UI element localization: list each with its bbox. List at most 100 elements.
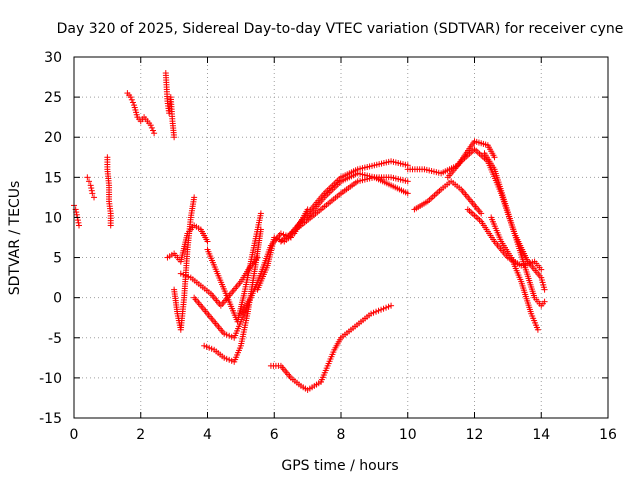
data-point — [273, 235, 280, 242]
data-point — [221, 330, 228, 337]
data-point — [221, 354, 228, 361]
x-tick-label: 10 — [399, 427, 417, 443]
data-point — [538, 266, 545, 273]
grid — [74, 57, 608, 418]
chart-title: Day 320 of 2025, Sidereal Day-to-day VTE… — [57, 21, 624, 37]
x-tick-label: 4 — [203, 427, 212, 443]
data-point — [87, 182, 94, 189]
data-point — [378, 306, 385, 313]
series-arc-11.2h — [444, 146, 548, 293]
data-point — [185, 273, 192, 280]
series-early-arc-1 — [71, 202, 83, 229]
data-point — [280, 231, 287, 238]
data-point — [127, 94, 134, 101]
data-point — [257, 210, 264, 217]
data-point — [177, 270, 184, 277]
data-point — [171, 134, 178, 141]
data-point — [88, 185, 95, 192]
series-early-arc-2 — [84, 174, 98, 201]
series-arc-12.3h — [481, 150, 548, 309]
data-point — [226, 332, 233, 339]
data-point — [128, 96, 135, 103]
data-point — [148, 124, 155, 131]
data-point — [385, 303, 392, 310]
data-points — [71, 70, 548, 393]
y-axis-label: SDTVAR / TECUs — [7, 181, 23, 296]
x-tick-label: 8 — [337, 427, 346, 443]
data-point — [375, 307, 382, 314]
data-point — [73, 211, 80, 218]
data-point — [107, 222, 114, 229]
data-point — [271, 234, 278, 241]
data-point — [75, 219, 82, 226]
series-arc-3.6h — [191, 294, 251, 341]
y-tick-label: 20 — [44, 130, 62, 146]
y-tick-label: 30 — [44, 50, 62, 66]
data-point — [91, 194, 98, 201]
y-tick-label: 5 — [53, 251, 62, 267]
series-arc-10.2h — [411, 178, 485, 217]
data-point — [89, 190, 96, 197]
y-tick-label: 0 — [53, 291, 62, 307]
x-tick-label: 14 — [532, 427, 550, 443]
data-point — [84, 174, 91, 181]
series-arc-3.1h — [171, 194, 198, 333]
y-tick-label: 10 — [44, 210, 62, 226]
data-point — [206, 344, 213, 351]
series-arc-6.5h — [287, 158, 411, 237]
x-tick-label: 16 — [599, 427, 617, 443]
y-tick-label: -5 — [48, 331, 62, 347]
data-point — [147, 122, 154, 129]
data-point — [404, 190, 411, 197]
data-point — [149, 127, 156, 134]
x-axis-label: GPS time / hours — [281, 458, 398, 474]
data-point — [151, 130, 158, 137]
x-tick-label: 6 — [270, 427, 279, 443]
x-tick-label: 2 — [136, 427, 145, 443]
data-point — [368, 310, 375, 317]
data-point — [383, 304, 390, 311]
series-early-arc-3 — [104, 154, 114, 229]
data-point — [88, 187, 95, 194]
series-arc-7.4h — [317, 302, 395, 385]
data-point — [404, 178, 411, 185]
data-point — [86, 178, 93, 185]
axis-ticks: 0 2 4 6 8 10 12 14 16 -15 -10 -5 0 5 10 15 20 25 30 — [39, 50, 617, 443]
data-point — [277, 230, 284, 237]
data-point — [208, 345, 215, 352]
data-point — [228, 333, 235, 340]
data-point — [182, 272, 189, 279]
data-point — [541, 298, 548, 305]
data-point — [388, 302, 395, 309]
y-tick-label: 15 — [44, 170, 62, 186]
x-tick-label: 12 — [466, 427, 484, 443]
y-tick-label: 25 — [44, 90, 62, 106]
data-point — [76, 222, 83, 229]
data-point — [534, 326, 541, 333]
data-point — [204, 238, 211, 245]
series-arc-7.0h — [304, 170, 411, 221]
series-arc-11.8h — [464, 206, 545, 273]
data-point — [380, 305, 387, 312]
data-point — [541, 286, 548, 293]
series-arc-5.9h — [267, 362, 324, 393]
data-point — [228, 357, 235, 364]
data-point — [226, 356, 233, 363]
data-point — [180, 271, 187, 278]
series-arc-12.5h — [488, 214, 541, 333]
x-tick-label: 0 — [70, 427, 79, 443]
data-point — [129, 99, 136, 106]
y-tick-label: -15 — [39, 411, 62, 427]
data-point — [223, 355, 230, 362]
y-tick-label: -10 — [39, 371, 62, 387]
data-point — [191, 194, 198, 201]
data-point — [203, 343, 210, 350]
data-point — [201, 342, 208, 349]
data-point — [223, 331, 230, 338]
data-point — [491, 154, 498, 161]
series-arc-1.6h — [124, 90, 158, 137]
data-point — [478, 210, 485, 217]
data-point — [370, 309, 377, 316]
